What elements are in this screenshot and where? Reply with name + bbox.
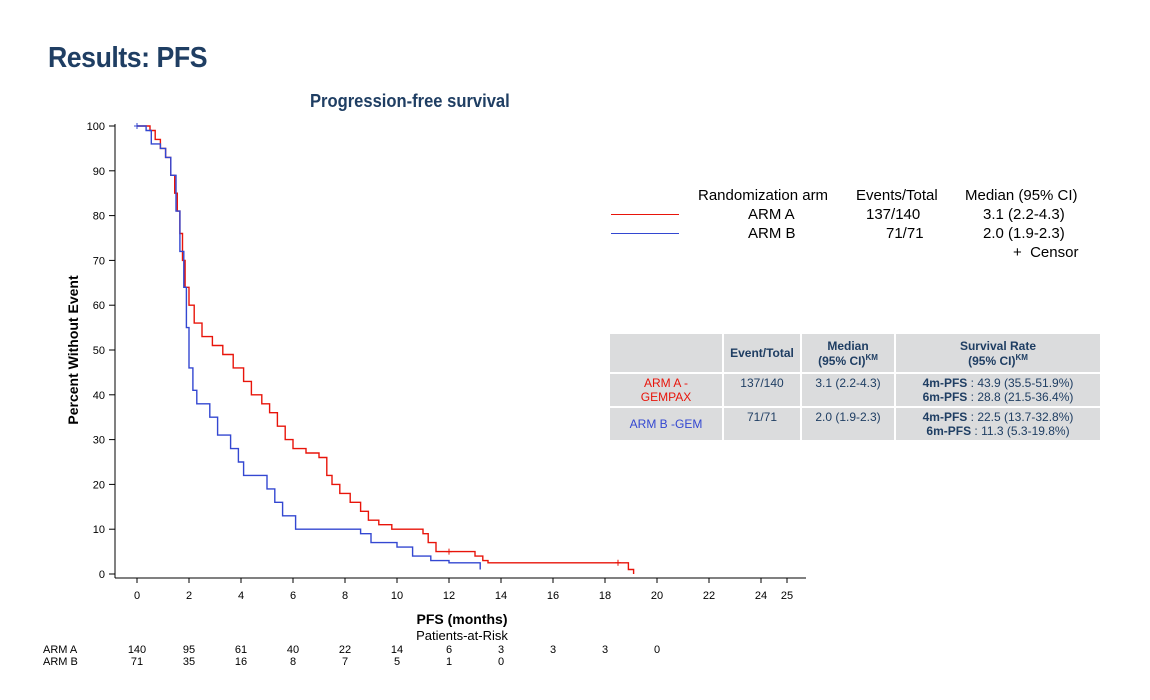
y-axis-label: Percent Without Event xyxy=(65,275,81,425)
at-risk-value: 6 xyxy=(446,644,452,656)
at-risk-value: 3 xyxy=(602,644,608,656)
arm-a-rate2-label: 6m-PFS xyxy=(922,390,968,404)
legend-header-events: Events/Total xyxy=(856,187,938,204)
at-risk-value: 5 xyxy=(394,656,400,668)
x-axis-label: PFS (months) xyxy=(417,611,508,627)
header-survival-sub: (95% CI) xyxy=(968,353,1016,368)
arm-b-rate2-value: : 11.3 (5.3-19.8%) xyxy=(971,424,1070,438)
y-tick-label: 50 xyxy=(93,345,105,357)
arm-a-rate1-value: : 43.9 (35.5-51.9%) xyxy=(967,376,1074,390)
arm-b-rate1-value: : 22.5 (13.7-32.8%) xyxy=(967,410,1074,424)
x-tick-label: 20 xyxy=(651,590,663,602)
arm-a-rate2-value: : 28.8 (21.5-36.4%) xyxy=(967,390,1074,404)
x-tick-label: 16 xyxy=(547,590,559,602)
arm-b-median: 2.0 (1.9-2.3) xyxy=(800,406,896,442)
at-risk-value: 0 xyxy=(654,644,660,656)
legend-header-median: Median (95% CI) xyxy=(965,187,1078,204)
at-risk-label-arm-a: ARM A xyxy=(43,644,78,656)
at-risk-value: 61 xyxy=(235,644,247,656)
at-risk-value: 1 xyxy=(446,656,452,668)
series-line-arm-a xyxy=(137,125,635,574)
y-tick-label: 10 xyxy=(93,524,105,536)
series-line-arm-b xyxy=(137,125,481,570)
legend-arm-a-label: ARM A xyxy=(748,206,795,223)
y-tick-label: 90 xyxy=(93,166,105,178)
y-tick-label: 40 xyxy=(93,390,105,402)
header-median-title: Median xyxy=(827,338,869,353)
at-risk-value: 16 xyxy=(235,656,247,668)
arm-b-rate2-label: 6m-PFS xyxy=(926,424,972,438)
x-tick-label: 8 xyxy=(342,590,348,602)
x-tick-label: 4 xyxy=(238,590,244,602)
arm-a-rates: 4m-PFS : 43.9 (35.5-51.9%) 6m-PFS : 28.8… xyxy=(894,372,1102,408)
y-tick-label: 20 xyxy=(93,479,105,491)
x-tick-label: 2 xyxy=(186,590,192,602)
y-tick-label: 80 xyxy=(93,211,105,223)
arm-b-events: 71/71 xyxy=(722,406,802,442)
legend-arm-a-median: 3.1 (2.2-4.3) xyxy=(983,206,1065,223)
y-tick-label: 30 xyxy=(93,435,105,447)
censor-mark xyxy=(446,548,452,555)
x-tick-label: 12 xyxy=(443,590,455,602)
arm-a-label: ARM A - GEMPAX xyxy=(608,372,724,408)
y-tick-label: 70 xyxy=(93,255,105,267)
censor-mark xyxy=(615,559,621,566)
header-events: Event/Total xyxy=(722,332,802,374)
header-median-sub: (95% CI) xyxy=(818,353,866,368)
x-tick-label: 22 xyxy=(703,590,715,602)
legend-line-arm-b xyxy=(611,233,679,234)
legend-header-arm: Randomization arm xyxy=(698,187,829,204)
y-tick-label: 100 xyxy=(87,121,105,133)
header-median-km: KM xyxy=(865,352,878,362)
arm-b-rates: 4m-PFS : 22.5 (13.7-32.8%) 6m-PFS : 11.3… xyxy=(894,406,1102,442)
summary-table: Event/Total Median (95% CI)KM Survival R… xyxy=(608,332,1102,442)
at-risk-value: 71 xyxy=(131,656,143,668)
legend-arm-a-events: 137/140 xyxy=(866,206,921,223)
at-risk-value: 3 xyxy=(498,644,504,656)
header-median: Median (95% CI)KM xyxy=(800,332,896,374)
at-risk-value: 35 xyxy=(183,656,195,668)
at-risk-value: 3 xyxy=(550,644,556,656)
header-survival-km: KM xyxy=(1015,352,1028,362)
slide-title: Results: PFS xyxy=(48,42,208,74)
at-risk-value: 14 xyxy=(391,644,403,656)
at-risk-value: 7 xyxy=(342,656,348,668)
at-risk-value: 95 xyxy=(183,644,195,656)
x-tick-label: 18 xyxy=(599,590,611,602)
x-tick-label: 0 xyxy=(134,590,140,602)
at-risk-label-arm-b: ARM B xyxy=(43,656,78,668)
at-risk-value: 0 xyxy=(498,656,504,668)
legend-line-arm-a xyxy=(611,214,679,215)
summary-row-arm-a: ARM A - GEMPAX 137/140 3.1 (2.2-4.3) 4m-… xyxy=(608,372,1102,408)
summary-row-arm-b: ARM B -GEM 71/71 2.0 (1.9-2.3) 4m-PFS : … xyxy=(608,406,1102,442)
arm-b-rate1-label: 4m-PFS xyxy=(922,410,968,424)
y-tick-label: 60 xyxy=(93,300,105,312)
legend-arm-b-label: ARM B xyxy=(748,225,796,242)
x-tick-label: 14 xyxy=(495,590,507,602)
legend-arm-b-events: 71/71 xyxy=(886,225,924,242)
at-risk-title: Patients-at-Risk xyxy=(416,628,508,643)
legend-arm-b-median: 2.0 (1.9-2.3) xyxy=(983,225,1065,242)
x-tick-label: 10 xyxy=(391,590,403,602)
at-risk-value: 140 xyxy=(128,644,146,656)
arm-b-label: ARM B -GEM xyxy=(608,406,724,442)
y-tick-label: 0 xyxy=(99,569,105,581)
x-tick-label: 6 xyxy=(290,590,296,602)
legend-censor: + Censor xyxy=(1013,244,1079,261)
chart-title: Progression-free survival xyxy=(310,91,510,111)
arm-a-events: 137/140 xyxy=(722,372,802,408)
at-risk-value: 22 xyxy=(339,644,351,656)
at-risk-value: 8 xyxy=(290,656,296,668)
x-tick-label: 24 xyxy=(755,590,767,602)
header-empty xyxy=(608,332,724,374)
censor-mark xyxy=(134,123,140,129)
header-survival-title: Survival Rate xyxy=(959,338,1037,353)
x-tick-label: 25 xyxy=(781,590,793,602)
summary-header-row: Event/Total Median (95% CI)KM Survival R… xyxy=(608,332,1102,374)
at-risk-value: 40 xyxy=(287,644,299,656)
header-survival: Survival Rate (95% CI)KM xyxy=(894,332,1102,374)
arm-a-median: 3.1 (2.2-4.3) xyxy=(800,372,896,408)
arm-a-rate1-label: 4m-PFS xyxy=(922,376,968,390)
